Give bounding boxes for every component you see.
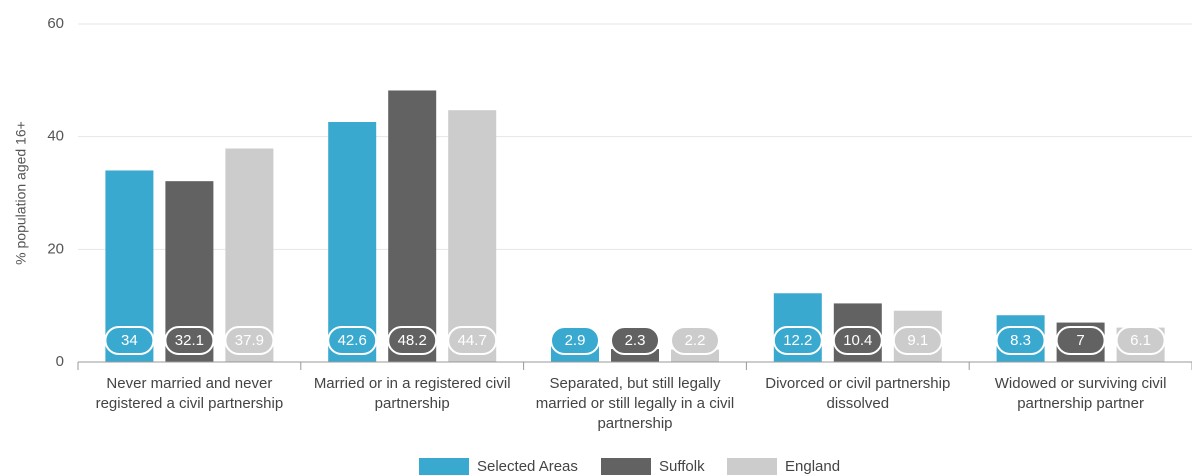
value-label-box xyxy=(164,326,215,355)
y-tick-label: 20 xyxy=(47,240,64,257)
value-label-box xyxy=(670,326,720,355)
y-axis-label: % population aged 16+ xyxy=(13,121,29,265)
y-tick-label: 0 xyxy=(56,353,64,370)
legend-swatch xyxy=(727,458,777,475)
y-tick-label: 60 xyxy=(47,15,64,32)
value-label-box xyxy=(892,326,943,355)
y-tick-label: 40 xyxy=(47,128,64,145)
legend-swatch xyxy=(419,458,469,475)
value-label: 10.4 xyxy=(843,332,872,349)
legend-swatch xyxy=(601,458,651,475)
legend-label: Suffolk xyxy=(659,458,705,475)
value-label: 32.1 xyxy=(175,332,204,349)
bar xyxy=(448,110,497,362)
value-label-box xyxy=(1055,326,1106,355)
value-label: 44.7 xyxy=(458,332,487,349)
legend: Selected Areas Suffolk England xyxy=(419,458,840,475)
value-label-box xyxy=(772,326,823,355)
value-label-box xyxy=(832,326,883,355)
value-label-box xyxy=(387,326,438,355)
legend-label: England xyxy=(785,458,840,475)
value-label: 12.2 xyxy=(783,332,812,349)
value-label: 34 xyxy=(121,332,138,349)
value-label: 2.2 xyxy=(685,332,706,349)
value-label: 7 xyxy=(1076,332,1084,349)
value-label: 2.3 xyxy=(625,332,646,349)
x-tick-label: Never married and never registered a civ… xyxy=(95,375,284,412)
x-tick-label: Divorced or civil partnership dissolved xyxy=(765,375,951,412)
value-label: 37.9 xyxy=(235,332,264,349)
value-label: 9.1 xyxy=(907,332,928,349)
value-label-box xyxy=(550,326,600,355)
value-label: 8.3 xyxy=(1010,332,1031,349)
value-label: 48.2 xyxy=(398,332,427,349)
value-label-box xyxy=(610,326,660,355)
legend-label: Selected Areas xyxy=(477,458,578,475)
value-label-box xyxy=(995,326,1046,355)
bar xyxy=(388,90,437,363)
value-label-box xyxy=(1115,326,1166,355)
x-tick-label: Widowed or surviving civil partnership p… xyxy=(994,375,1167,412)
x-tick-label: Married or in a registered civil partner… xyxy=(313,375,511,412)
value-label-box xyxy=(224,326,275,355)
value-label: 2.9 xyxy=(565,332,586,349)
value-label: 42.6 xyxy=(338,332,367,349)
value-label-box xyxy=(327,326,378,355)
value-label-box xyxy=(104,326,155,355)
value-label: 6.1 xyxy=(1130,332,1151,349)
value-label-box xyxy=(447,326,498,355)
bar xyxy=(328,122,377,363)
x-tick-label: Separated, but still legally married or … xyxy=(535,375,735,432)
